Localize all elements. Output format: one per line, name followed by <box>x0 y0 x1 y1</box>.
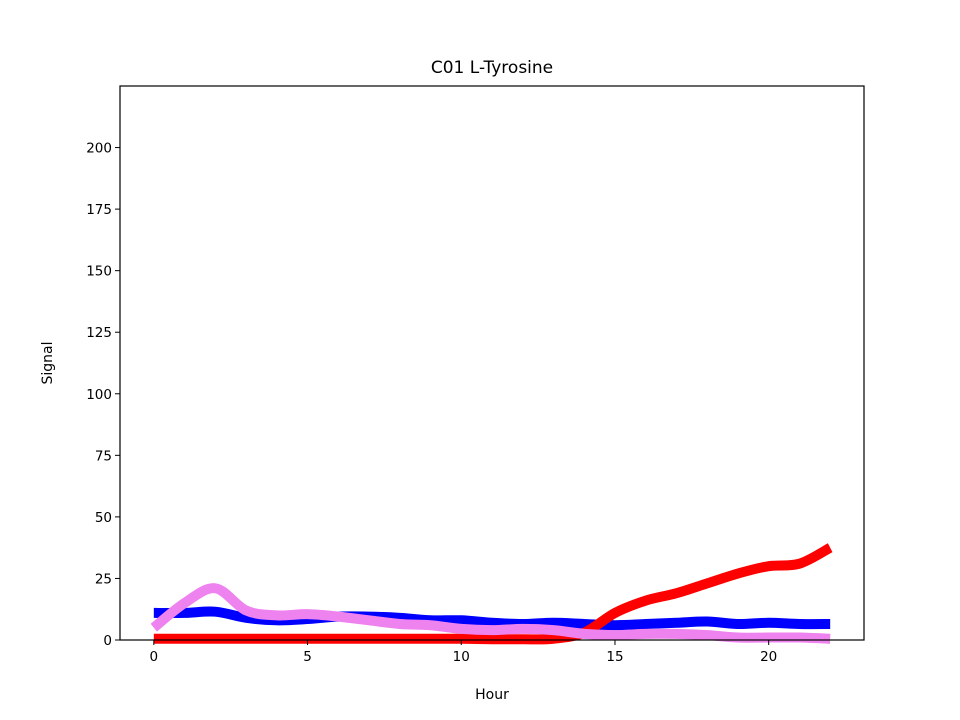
chart-title: C01 L-Tyrosine <box>431 58 553 78</box>
y-tick-label: 125 <box>86 325 112 341</box>
x-tick-label: 15 <box>606 649 623 665</box>
plot-frame <box>119 85 865 641</box>
y-tick-label: 75 <box>95 448 112 464</box>
series-line-2 <box>153 543 833 645</box>
y-tick-label: 150 <box>86 264 112 280</box>
y-axis-title: Signal <box>40 341 56 384</box>
x-tick-label: 0 <box>150 649 159 665</box>
x-axis-title: Hour <box>475 687 509 703</box>
y-tick-label: 25 <box>95 571 112 587</box>
x-axis: 0 5 10 15 20 <box>150 640 777 665</box>
y-tick-label: 100 <box>86 387 112 403</box>
y-tick-label: 50 <box>95 510 112 526</box>
y-tick-label: 200 <box>86 141 112 157</box>
x-tick-label: 20 <box>760 649 777 665</box>
y-tick-label: 0 <box>103 633 112 649</box>
series-line-1 <box>153 606 831 631</box>
y-tick-label: 175 <box>86 202 112 218</box>
series-layer <box>150 543 833 645</box>
y-axis: 0 25 50 75 100 125 150 175 200 <box>86 141 120 649</box>
x-tick-label: 5 <box>303 649 312 665</box>
x-tick-label: 10 <box>453 649 470 665</box>
series-line-3 <box>150 583 831 644</box>
